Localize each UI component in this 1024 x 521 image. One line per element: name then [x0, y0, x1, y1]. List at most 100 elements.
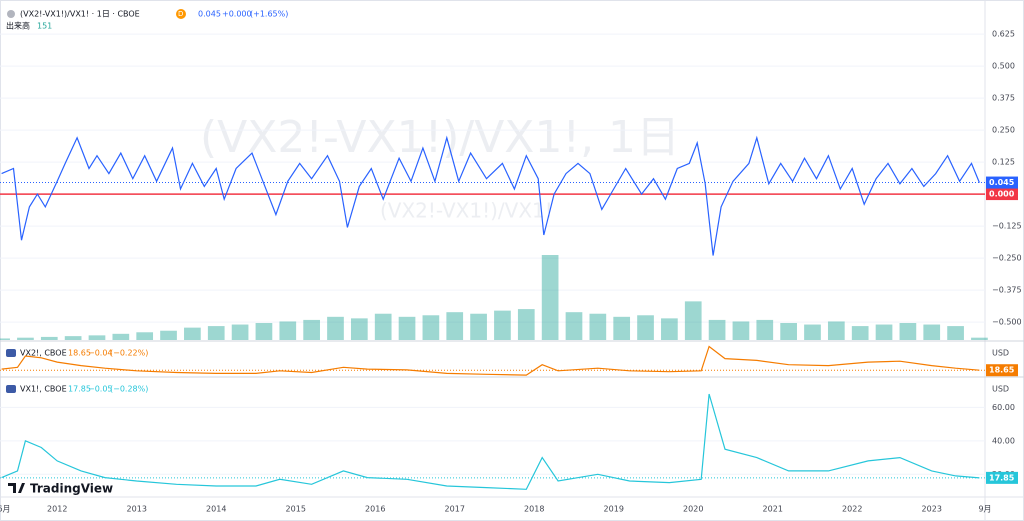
x-tick-label: 2019 — [604, 505, 624, 514]
x-tick-label: 2016 — [365, 505, 385, 514]
y-tick-label: 0.500 — [992, 62, 1015, 71]
volume-bar — [398, 316, 416, 340]
x-tick-label: 2017 — [445, 505, 465, 514]
y-tick-label: 0.375 — [992, 94, 1015, 103]
price-line — [1, 135, 980, 256]
volume-bar — [613, 316, 631, 340]
watermark: (VX2!-VX1!)/VX1!, 1日 — [200, 112, 680, 163]
x-tick-label: 2012 — [47, 505, 67, 514]
x-tick-label: 2023 — [922, 505, 942, 514]
volume-bar — [40, 336, 58, 340]
currency-label[interactable]: USD — [992, 349, 1009, 358]
volume-bar — [279, 321, 297, 340]
volume-bar — [947, 326, 964, 340]
legend-change: −0.05 — [88, 385, 113, 394]
volume-bar — [780, 323, 797, 340]
legend-last: 17.85 — [68, 385, 91, 394]
y-tick-label: 40.00 — [992, 436, 1015, 445]
volume-bar — [470, 313, 487, 340]
last-price-label: 17.85 — [989, 473, 1015, 482]
x-tick-label: 2018 — [524, 505, 544, 514]
volume-bar — [971, 337, 988, 340]
x-tick-label: 9月 — [978, 505, 991, 514]
volume-bar — [899, 323, 917, 340]
volume-bar — [684, 301, 702, 340]
y-tick-label: −0.250 — [992, 254, 1022, 263]
volume-bar — [637, 315, 654, 340]
legend-change-pct: (−0.22%) — [110, 349, 148, 358]
brand: TradingView — [30, 482, 113, 496]
volume-bar — [207, 326, 225, 340]
volume-bar — [875, 324, 893, 340]
volume-bar — [708, 319, 726, 340]
hline-price-box — [986, 188, 1018, 201]
watermark-sub: (VX2!-VX1!)/VX1! — [380, 199, 553, 223]
volume-bar — [374, 313, 392, 340]
y-tick-label: −0.125 — [992, 222, 1022, 231]
x-tick-label: 6月 — [0, 505, 11, 514]
volume-bar — [350, 318, 368, 340]
last-price-label: 18.65 — [989, 366, 1015, 375]
volume-bar — [136, 332, 154, 340]
legend-last: 18.65 — [68, 349, 91, 358]
volume-bar — [661, 318, 678, 340]
interval-label[interactable]: D — [178, 10, 183, 18]
price-line — [1, 345, 980, 376]
legend-title: VX2!, CBOE — [20, 349, 67, 358]
legend-last: 0.045 — [198, 10, 221, 19]
x-tick-label: 2014 — [206, 505, 226, 514]
y-tick-label: −0.500 — [992, 318, 1022, 327]
volume-bar — [446, 312, 464, 340]
interval-badge[interactable] — [176, 9, 186, 19]
volume-bar — [0, 338, 10, 340]
legend-title: VX1!, CBOE — [20, 385, 67, 394]
volume-bar — [255, 323, 273, 340]
flag-icon — [6, 349, 16, 357]
y-tick-label: −0.375 — [992, 286, 1022, 295]
legend-change-pct: (+1.65%) — [250, 10, 288, 19]
logo: TradingView — [8, 482, 113, 496]
flag-icon — [6, 385, 16, 393]
volume-bar — [732, 321, 750, 340]
x-tick-label: 2022 — [842, 505, 862, 514]
volume-bar — [88, 335, 106, 340]
price-line — [1, 393, 980, 490]
volume-legend-name: 出来高 — [6, 21, 30, 31]
legend-change: −0.04 — [88, 349, 113, 358]
volume-bar — [327, 316, 344, 340]
legend-change-pct: (−0.28%) — [110, 385, 148, 394]
volume-bar — [804, 324, 821, 340]
last-price-box — [986, 471, 1018, 484]
volume-bar — [541, 255, 559, 340]
currency-label[interactable]: USD — [992, 385, 1009, 394]
volume-bar — [494, 310, 511, 340]
x-tick-label: 2021 — [763, 505, 783, 514]
x-tick-label: 2013 — [127, 505, 147, 514]
legend-title: (VX2!-VX1!)/VX1! · 1日 · CBOE — [20, 10, 140, 19]
last-price-label: 0.045 — [989, 178, 1015, 187]
legend-change: +0.000 — [222, 10, 252, 19]
volume-bar — [231, 324, 249, 340]
volume-bar — [112, 333, 130, 340]
volume-bar — [17, 337, 34, 340]
volume-bar — [756, 319, 774, 340]
y-tick-label: 60.00 — [992, 403, 1015, 412]
volume-bar — [64, 336, 82, 340]
volume-bar — [422, 315, 440, 340]
y-tick-label: 0.125 — [992, 158, 1015, 167]
last-price-box — [986, 176, 1018, 189]
volume-bar — [160, 330, 177, 340]
x-tick-label: 2015 — [286, 505, 306, 514]
volume-bar — [565, 312, 583, 340]
last-price-box — [986, 364, 1018, 377]
volume-bar — [923, 324, 941, 340]
y-tick-label: 0.250 — [992, 126, 1015, 135]
volume-bar — [827, 321, 845, 340]
volume-bar — [184, 327, 201, 340]
volume-legend-value: 151 — [37, 22, 52, 31]
volume-bar — [303, 319, 320, 340]
symbol-icon — [7, 10, 15, 18]
volume-bar — [517, 309, 535, 340]
